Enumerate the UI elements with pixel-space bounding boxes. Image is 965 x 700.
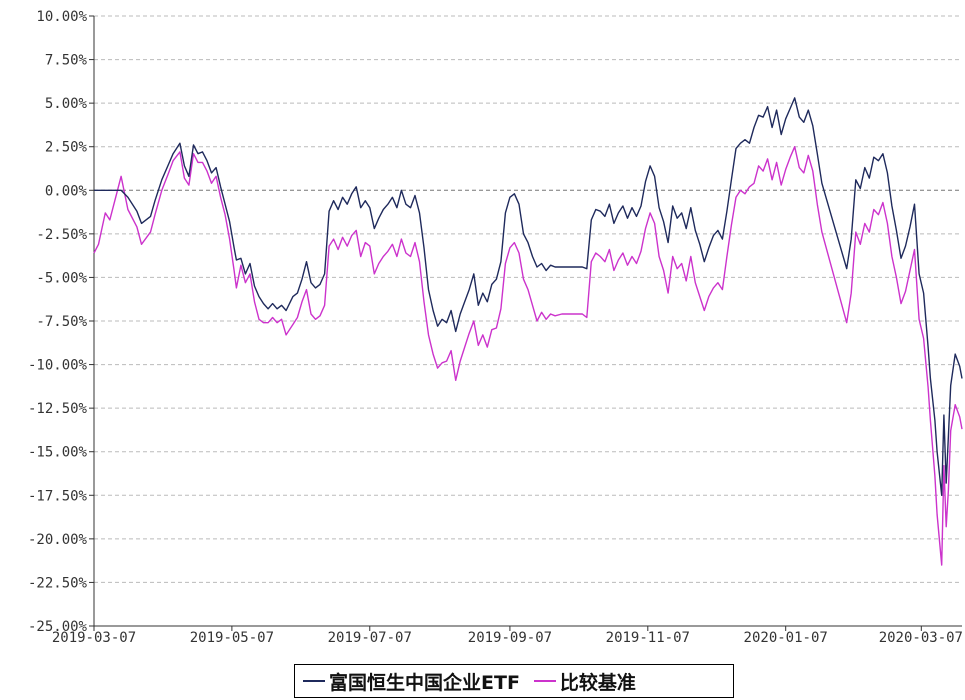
y-tick-labels: 10.00% 7.50% 5.00% 2.50% 0.00% -2.50% -5.00% -7…: [28, 9, 94, 635]
y-tick-label-10: -15.00%: [28, 445, 88, 461]
y-tick-label-2: 5.00%: [45, 96, 88, 112]
y-tick-label-1: 7.50%: [45, 53, 88, 69]
x-tick-label-3: 2019-09-07: [468, 630, 552, 646]
y-tick-label-3: 2.50%: [45, 140, 88, 156]
x-tick-label-6: 2020-03-07: [879, 630, 963, 646]
legend-item-etf: 富国恒生中国企业ETF: [303, 668, 520, 695]
y-tick-label-14: -25.00%: [28, 619, 88, 635]
legend-swatch-benchmark: [533, 680, 556, 682]
y-tick-label-8: -10.00%: [28, 358, 88, 374]
y-tick-label-12: -20.00%: [28, 532, 88, 548]
legend: 富国恒生中国企业ETF 比较基准: [294, 664, 734, 698]
y-tick-label-7: -7.50%: [36, 314, 87, 330]
series-lines: [93, 97, 963, 566]
gridlines: [94, 15, 962, 627]
series-line-etf: [94, 97, 963, 496]
y-tick-label-9: -12.50%: [28, 401, 88, 417]
y-tick-label-6: -5.00%: [36, 270, 87, 286]
x-tick-label-4: 2019-11-07: [606, 630, 690, 646]
y-tick-label-5: -2.50%: [36, 227, 87, 243]
x-tick-label-2: 2019-07-07: [328, 630, 412, 646]
x-tick-label-5: 2020-01-07: [744, 630, 828, 646]
y-tick-label-13: -22.50%: [28, 575, 88, 591]
legend-label-etf: 富国恒生中国企业ETF: [329, 671, 520, 694]
y-tick-label-0: 10.00%: [36, 9, 87, 25]
y-tick-label-4: 0.00%: [45, 183, 88, 199]
x-tick-label-1: 2019-05-07: [190, 630, 274, 646]
x-tick-labels: 2019-03-07 2019-05-07 2019-07-07 2019-09-07…: [52, 626, 963, 646]
series-line-benchmark: [93, 145, 963, 566]
y-tick-label-11: -17.50%: [28, 488, 88, 504]
legend-label-benchmark: 比较基准: [559, 671, 636, 694]
legend-item-benchmark: 比较基准: [533, 668, 636, 695]
x-tick-label-0: 2019-03-07: [52, 630, 136, 646]
legend-swatch-etf: [303, 680, 325, 682]
